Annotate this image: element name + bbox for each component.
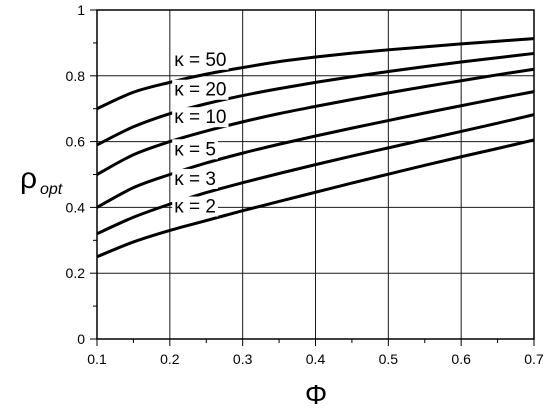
series-label-bg bbox=[172, 107, 229, 128]
y-tick-label: 0.4 bbox=[66, 199, 86, 215]
series-label-bg bbox=[172, 196, 218, 217]
y-axis-title-sub: opt bbox=[40, 181, 63, 198]
x-tick-label: 0.3 bbox=[233, 351, 253, 367]
series-line bbox=[96, 51, 535, 147]
series-label-bg bbox=[172, 79, 229, 100]
series-line bbox=[96, 90, 535, 209]
series-label: κ = 5 bbox=[174, 139, 216, 160]
y-axis-title-main: ρ bbox=[20, 162, 37, 195]
series-label: κ = 2 bbox=[174, 197, 216, 218]
x-tick-label: 0.7 bbox=[524, 351, 544, 367]
y-tick-label: 0 bbox=[77, 331, 85, 347]
x-tick-label: 0.2 bbox=[160, 351, 180, 367]
y-tick-label: 0.2 bbox=[66, 265, 86, 281]
x-axis-title: Φ bbox=[305, 379, 327, 410]
x-tick-label: 0.6 bbox=[451, 351, 471, 367]
series-labels: κ = 50 κ = 20 κ = 10 κ = 5 κ = 3 κ = 2 bbox=[172, 49, 229, 218]
series-label: κ = 3 bbox=[174, 169, 216, 190]
series-label: κ = 50 bbox=[174, 50, 226, 71]
x-tick-label: 0.4 bbox=[306, 351, 326, 367]
series-line bbox=[96, 138, 535, 259]
x-tick-label: 0.1 bbox=[87, 351, 107, 367]
y-tick-label: 0.6 bbox=[66, 134, 86, 150]
series-label: κ = 10 bbox=[174, 107, 226, 128]
series-label-bg bbox=[172, 49, 229, 70]
y-tick-label: 0.8 bbox=[66, 68, 86, 84]
series-label: κ = 20 bbox=[174, 80, 226, 101]
y-axis-title: ρ opt bbox=[20, 162, 63, 198]
y-tick-label: 1 bbox=[77, 2, 85, 18]
axis-ticks: 0.1 0.2 0.3 0.4 0.5 0.6 0.7 0 0.2 0.4 0.6 0.8 1 bbox=[66, 2, 544, 367]
grid bbox=[96, 9, 535, 340]
x-tick-label: 0.5 bbox=[379, 351, 399, 367]
series-line bbox=[96, 37, 535, 111]
series-label-bg bbox=[172, 168, 218, 189]
series-lines bbox=[96, 37, 535, 259]
series-line bbox=[96, 113, 535, 236]
series-line bbox=[96, 67, 535, 176]
series-label-bg bbox=[172, 139, 218, 160]
